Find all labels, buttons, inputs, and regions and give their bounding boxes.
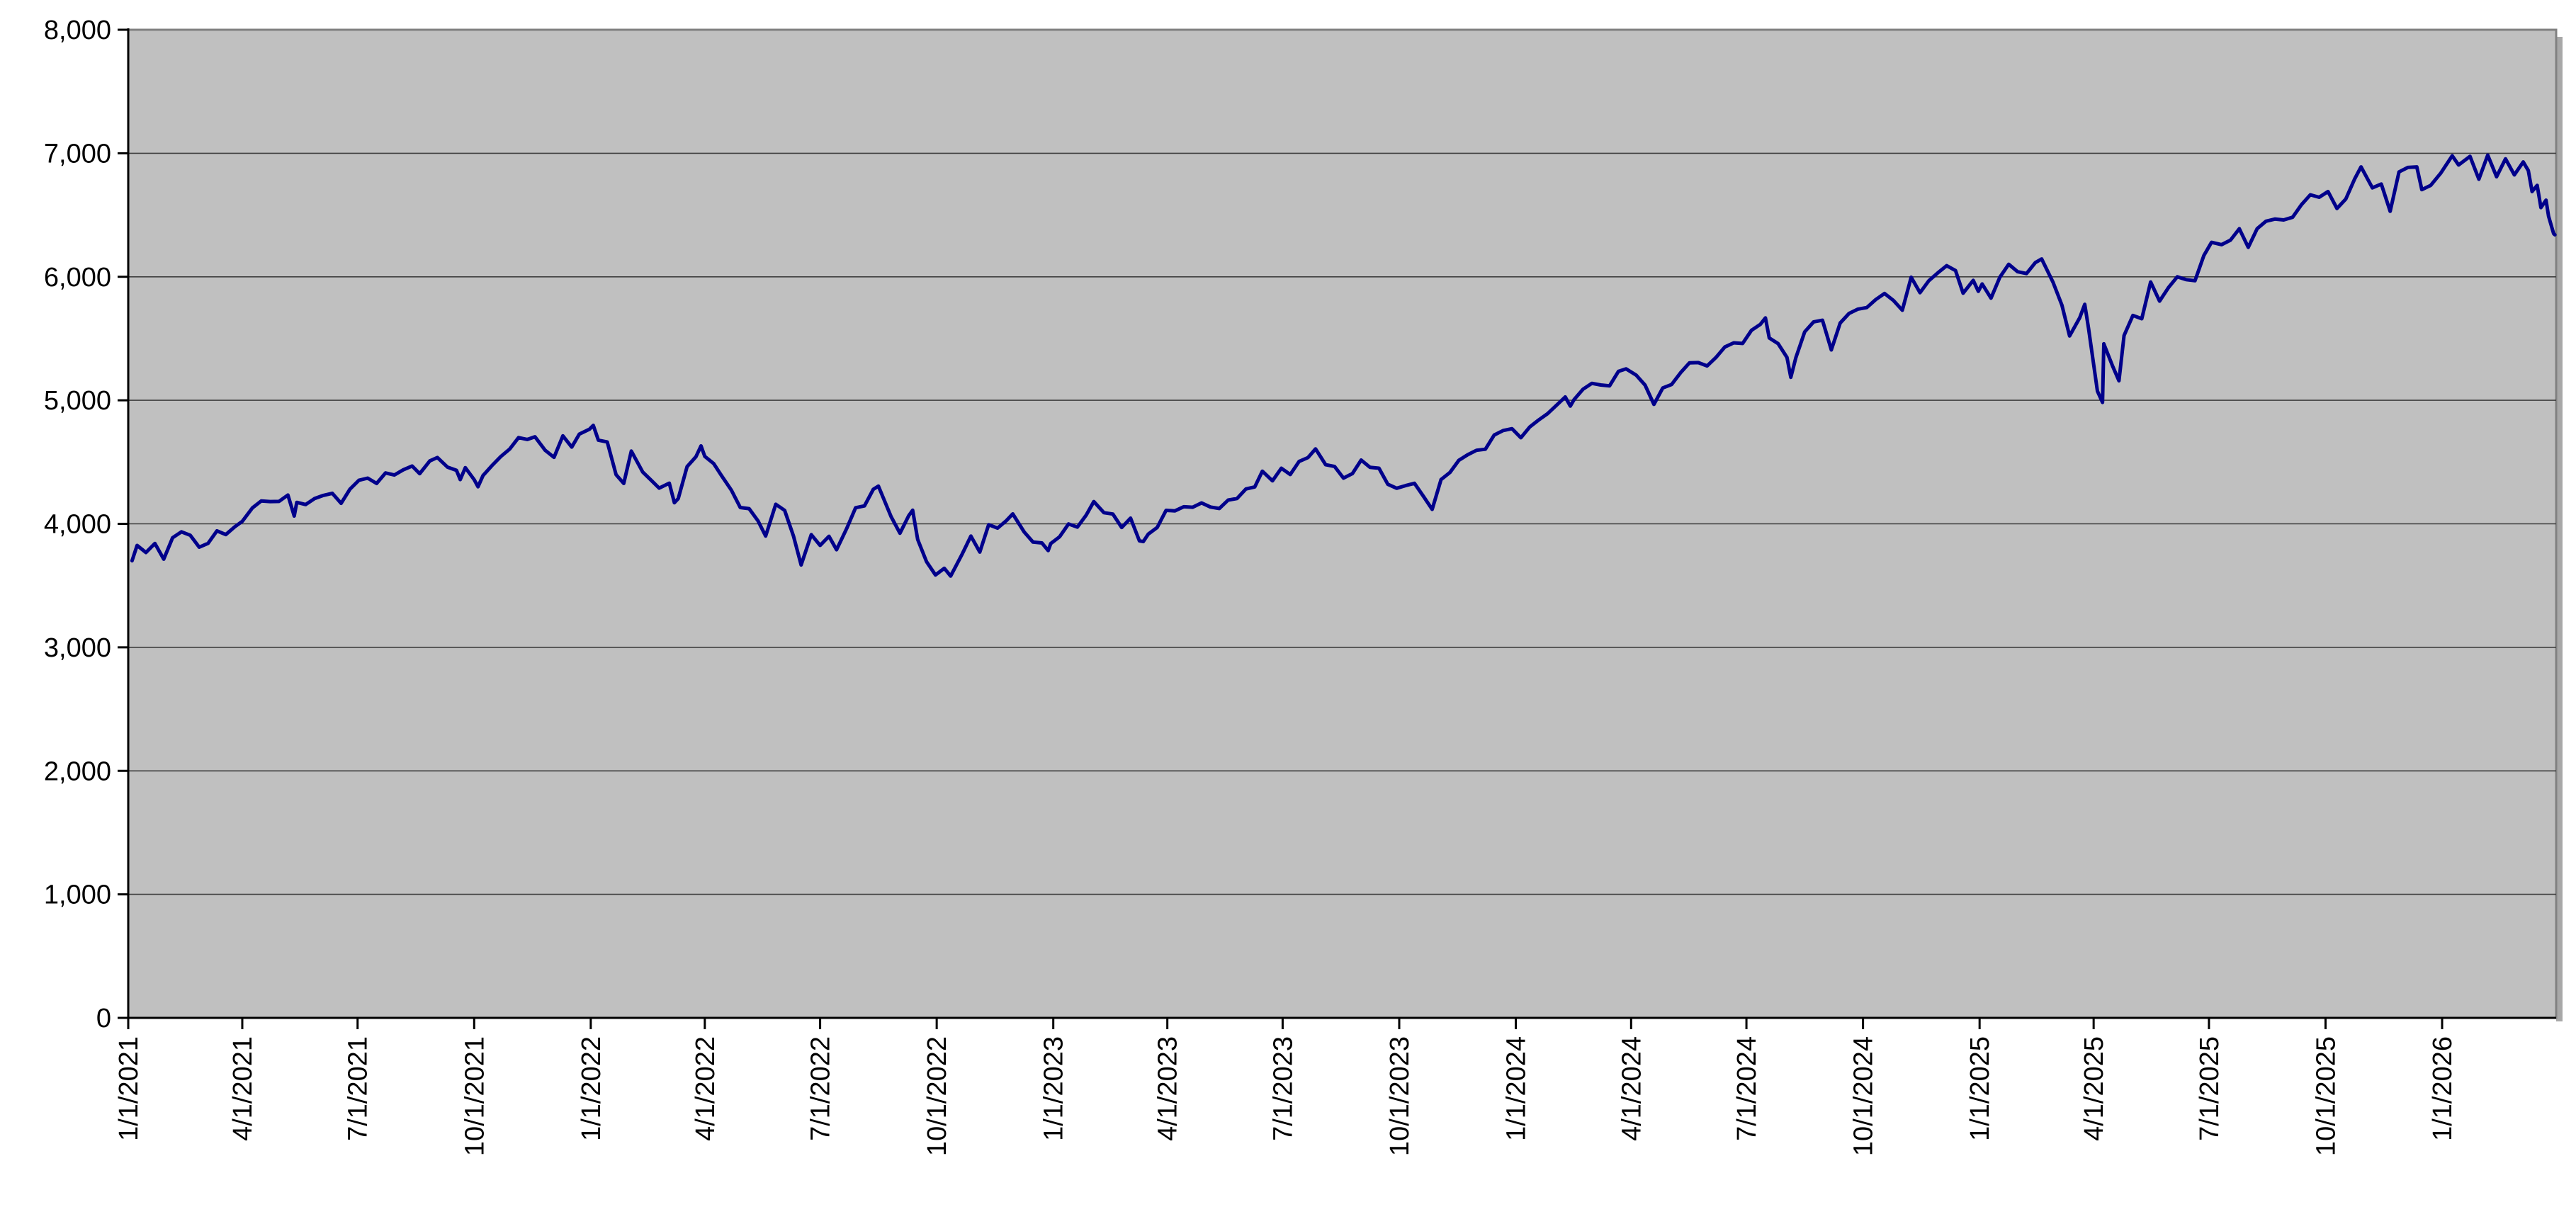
x-tick-label: 7/1/2022 — [806, 1036, 836, 1141]
x-tick-label: 4/1/2022 — [691, 1036, 721, 1141]
series-lines — [130, 153, 2557, 578]
x-tick-label: 10/1/2021 — [460, 1036, 490, 1156]
x-tick-label: 10/1/2023 — [1385, 1036, 1415, 1156]
x-tick-label: 4/1/2025 — [2079, 1036, 2109, 1141]
x-tick-label: 4/1/2024 — [1617, 1036, 1646, 1141]
x-tick-label: 1/1/2025 — [1965, 1036, 1995, 1141]
y-tick-label: 8,000 — [44, 16, 111, 45]
y-axis-ticks — [118, 28, 128, 1019]
x-tick-label: 7/1/2025 — [2195, 1036, 2225, 1141]
y-tick-label: 1,000 — [44, 880, 111, 910]
x-tick-label: 1/1/2024 — [1502, 1036, 1532, 1141]
y-tick-label: 4,000 — [44, 510, 111, 540]
x-tick-label: 1/1/2022 — [577, 1036, 606, 1141]
gridlines — [128, 152, 2556, 895]
y-tick-label: 7,000 — [44, 139, 111, 169]
x-tick-label: 10/1/2022 — [922, 1036, 952, 1156]
x-axis-ticks — [127, 1018, 2444, 1029]
price-line — [130, 153, 2557, 578]
y-tick-label: 2,000 — [44, 756, 111, 786]
plot-shadow — [2556, 37, 2563, 1021]
x-tick-label: 7/1/2023 — [1268, 1036, 1298, 1141]
x-tick-label: 1/1/2021 — [114, 1036, 144, 1141]
x-tick-label: 1/1/2023 — [1039, 1036, 1069, 1141]
x-tick-label: 4/1/2023 — [1153, 1036, 1183, 1141]
x-tick-label: 7/1/2024 — [1732, 1036, 1762, 1141]
x-tick-label: 10/1/2025 — [2311, 1036, 2341, 1156]
y-axis-labels: 0 1,000 2,000 3,000 4,000 5,000 6,000 7,000 8,00… — [44, 16, 111, 1033]
y-tick-label: 6,000 — [44, 263, 111, 293]
y-tick-label: 0 — [96, 1004, 111, 1033]
x-axis-labels: 1/1/2021 4/1/2021 7/1/2021 10/1/2021 1/1/202… — [114, 1036, 2458, 1156]
x-tick-label: 10/1/2024 — [1849, 1036, 1879, 1156]
x-tick-label: 1/1/2026 — [2428, 1036, 2458, 1141]
x-tick-label: 7/1/2021 — [344, 1036, 373, 1141]
y-tick-label: 3,000 — [44, 633, 111, 663]
y-tick-label: 5,000 — [44, 386, 111, 416]
x-tick-label: 4/1/2021 — [228, 1036, 258, 1141]
